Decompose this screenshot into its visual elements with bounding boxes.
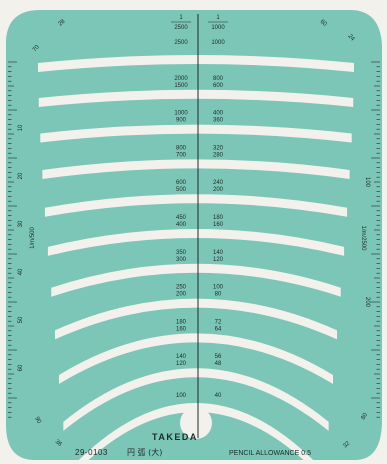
arc-label-right: 200 (213, 187, 224, 193)
arc-cutout-4 (42, 159, 350, 180)
arc-cutout-9 (58, 333, 334, 384)
arc-label-right: 56 (215, 354, 222, 360)
arc-cutout-1 (38, 55, 354, 72)
corner-top-left-outer: 70 (32, 44, 41, 53)
arc-label-right: 240 (213, 180, 224, 186)
arc-label-right: 160 (213, 222, 224, 228)
left-ruler-number: 50 (18, 316, 24, 323)
arc-cutout-2 (38, 89, 354, 107)
arc-label-right: 100 (213, 285, 224, 291)
corner-bottom-right-outer: 80 (361, 412, 370, 421)
arc-cutout-7 (51, 263, 341, 297)
corner-numbers: 28 70 60 24 90 36 32 80 (32, 18, 369, 449)
arc-label-right: 64 (215, 326, 222, 332)
corner-top-left-inner: 28 (57, 18, 66, 27)
arc-label-left: 350 (176, 250, 187, 256)
arc-label-right: 800 (213, 76, 224, 82)
top-scale-header: 1 2500 1 1000 (171, 15, 228, 31)
arc-label-right: 140 (213, 250, 224, 256)
arc-label-left: 160 (176, 326, 187, 332)
arc-label-right: 400 (213, 111, 224, 117)
arc-label-left: 400 (176, 222, 187, 228)
corner-bottom-left-inner: 90 (33, 416, 42, 425)
arc-label-left: 700 (176, 152, 187, 158)
arc-label-left: 200 (176, 292, 187, 298)
arc-cutouts (38, 55, 354, 464)
arc-label-right: 1000 (211, 40, 225, 46)
arc-label-left: 140 (176, 354, 187, 360)
arc-label-left: 800 (176, 145, 187, 151)
arc-cutout-6 (47, 229, 345, 256)
arc-label-left: 1000 (174, 111, 188, 117)
left-ruler-number: 30 (18, 220, 24, 227)
left-ruler-number: 40 (18, 268, 24, 275)
arc-cutout-3 (40, 124, 352, 143)
left-ruler-number: 10 (18, 124, 24, 131)
corner-bottom-right-inner: 32 (342, 440, 351, 449)
arc-label-right: 48 (215, 361, 222, 367)
arc-label-right: 180 (213, 215, 224, 221)
arc-label-right: 320 (213, 145, 224, 151)
brand-logo: TAKEDA (152, 432, 198, 442)
right-ruler-caption: 1/m/2500 (360, 225, 366, 251)
arc-label-left: 100 (176, 393, 187, 399)
arc-cutout-5 (44, 194, 348, 217)
arc-label-right: 280 (213, 152, 224, 158)
model-number: 29-0103 (75, 448, 108, 457)
corner-top-right-inner: 60 (319, 19, 328, 28)
arc-label-left: 450 (176, 215, 187, 221)
arc-label-left: 1500 (174, 83, 188, 89)
arc-label-left: 120 (176, 361, 187, 367)
arc-radius-labels: 2500 100020001500800600100090040036080070… (174, 40, 225, 399)
arc-label-left: 900 (176, 118, 187, 124)
left-ruler-number: 20 (18, 172, 24, 179)
product-name: 円 弧 (大) (127, 447, 162, 457)
arc-label-left: 500 (176, 187, 187, 193)
right-ruler-number: 100 (364, 177, 370, 188)
top-left-header-1: 1 (179, 15, 183, 21)
arc-cutout-11 (74, 403, 318, 464)
pencil-allowance-label: PENCIL ALLOWANCE 0.5 (229, 450, 311, 457)
top-right-header-1: 1 (216, 15, 220, 21)
arc-label-right: 600 (213, 83, 224, 89)
arc-label-left: 2000 (174, 76, 188, 82)
corner-bottom-left-outer: 36 (54, 439, 63, 448)
arc-label-left: 180 (176, 319, 187, 325)
arc-label-right: 72 (215, 319, 222, 325)
arc-cutout-8 (54, 298, 338, 340)
right-ruler-number: 200 (364, 297, 370, 308)
arc-label-right: 40 (215, 393, 222, 399)
arc-label-right: 360 (213, 118, 224, 124)
left-ruler-caption: 1/m/500 (30, 227, 36, 249)
arc-label-right: 80 (215, 292, 222, 298)
right-ruler: 1/m/2500 100 200 (360, 61, 380, 418)
arc-label-left: 2500 (174, 40, 188, 46)
left-ruler-number: 60 (18, 364, 24, 371)
center-hole (180, 407, 212, 439)
arc-label-left: 300 (176, 257, 187, 263)
top-right-header-1000: 1000 (211, 25, 225, 31)
top-left-header-2500: 2500 (174, 25, 188, 31)
arc-label-left: 600 (176, 180, 187, 186)
arc-cutout-10 (63, 368, 329, 431)
corner-top-right-outer: 24 (346, 33, 355, 42)
arc-label-left: 250 (176, 285, 187, 291)
arc-label-right: 120 (213, 257, 224, 263)
left-ruler: 1/m/500 10 20 30 40 50 60 (8, 61, 36, 418)
